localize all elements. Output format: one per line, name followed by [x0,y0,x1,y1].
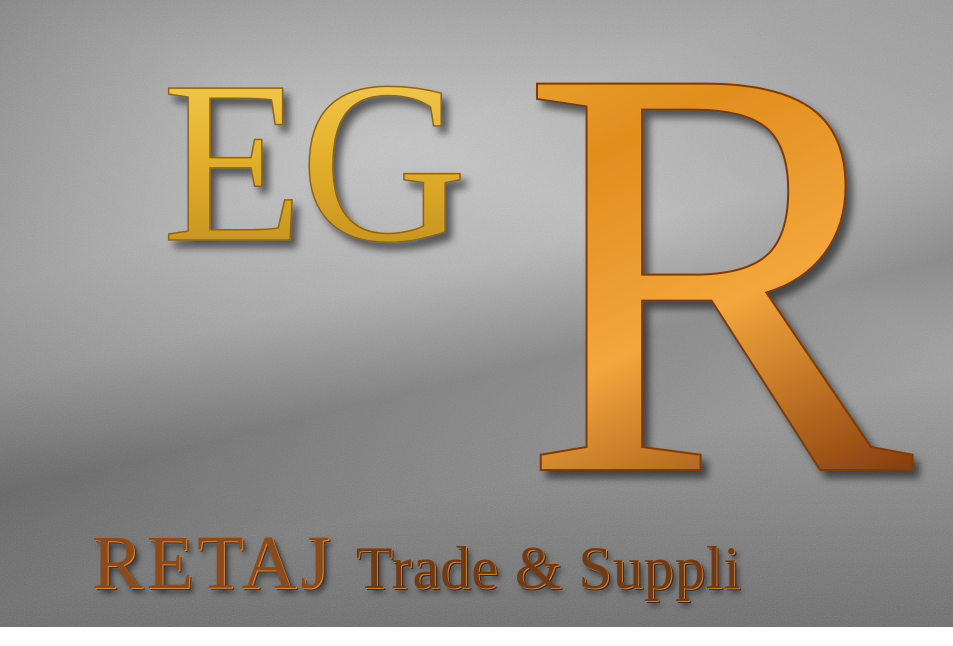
brand-name: RETAJ [92,521,334,605]
brand-tagline: RETAJ Trade & Suppli [92,520,912,610]
brand-subtitle: Trade & Suppli [355,535,742,601]
logo-mark: EG R [161,0,917,599]
monogram-r: R [520,0,916,598]
monogram-eg: EG [162,34,463,291]
